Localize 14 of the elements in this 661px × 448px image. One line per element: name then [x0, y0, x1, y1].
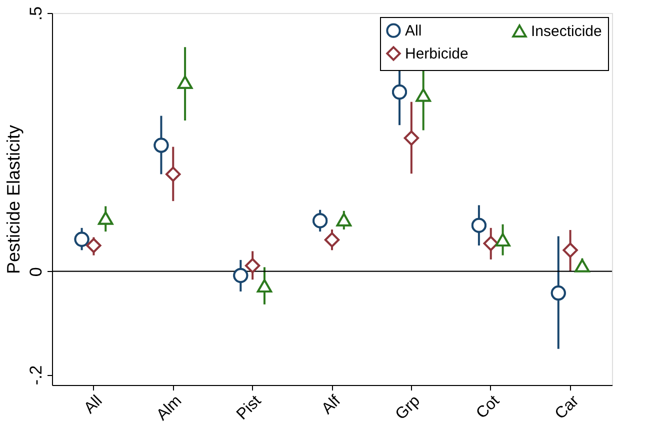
x-tick-label: Grp [392, 392, 424, 424]
legend-label: Herbicide [405, 46, 468, 62]
x-tick-label: Cot [473, 392, 504, 422]
x-tick-label: All [81, 392, 106, 418]
legend-label: Insecticide [531, 23, 602, 40]
y-tick-label: .5 [26, 6, 46, 21]
x-tick-label: Alf [318, 392, 344, 418]
y-axis-title: Pesticide Elasticity [4, 124, 24, 274]
x-tick-label: Car [552, 392, 583, 423]
y-tick-label: -.2 [26, 365, 46, 386]
y-tick-label: 0 [26, 267, 46, 277]
x-tick-label: Alm [154, 392, 186, 424]
legend-label: All [405, 22, 422, 40]
x-tick-label: Pist [234, 392, 265, 424]
